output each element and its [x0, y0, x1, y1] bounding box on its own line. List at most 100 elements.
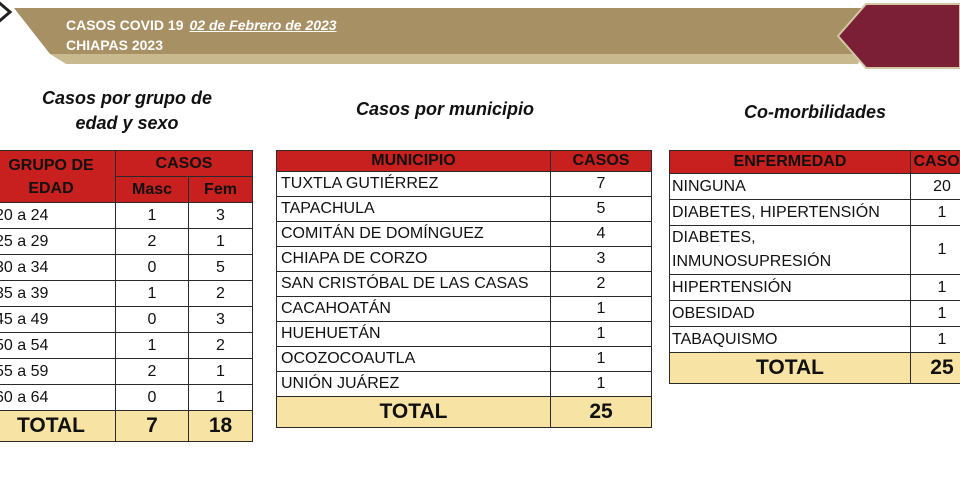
fem-count-cell: 1 — [188, 228, 253, 255]
chevron-right-icon — [0, 1, 13, 23]
masc-count-cell: 1 — [115, 280, 189, 307]
municipio-name-cell: SAN CRISTÓBAL DE LAS CASAS — [276, 271, 551, 297]
col-header-casos: CASOS — [550, 150, 652, 172]
fem-count-cell: 1 — [188, 384, 253, 411]
age-group-cell: 35 a 39 — [0, 280, 116, 307]
table-row: TAPACHULA 5 — [276, 196, 652, 222]
header-title: CASOS COVID 19 — [66, 17, 184, 33]
municipio-name-cell: OCOZOCOAUTLA — [276, 346, 551, 372]
fem-count-cell: 2 — [188, 280, 253, 307]
age-group-cell: 55 a 59 — [0, 358, 116, 385]
table-row: 20 a 24 1 3 — [0, 202, 253, 229]
masc-count-cell: 0 — [115, 384, 189, 411]
age-total-fem: 18 — [188, 410, 253, 442]
table-row: COMITÁN DE DOMÍNGUEZ 4 — [276, 221, 652, 247]
table-row: 35 a 39 1 2 — [0, 280, 253, 307]
col-header-age-line2: EDAD — [28, 179, 74, 197]
municipio-name-cell: UNIÓN JUÁREZ — [276, 371, 551, 397]
masc-count-cell: 0 — [115, 306, 189, 333]
comorbidity-total-label: TOTAL — [669, 352, 911, 384]
col-header-age-line1: GRUPO DE — [8, 156, 94, 174]
masc-count-cell: 2 — [115, 228, 189, 255]
table-row: 30 a 34 0 5 — [0, 254, 253, 281]
table-row: UNIÓN JUÁREZ 1 — [276, 371, 652, 397]
comorbidity-name-cell: OBESIDAD — [669, 300, 911, 327]
fem-count-cell: 1 — [188, 358, 253, 385]
fem-count-cell: 3 — [188, 306, 253, 333]
header-date: 02 de Febrero de 2023 — [189, 17, 337, 33]
municipio-total-label: TOTAL — [276, 396, 551, 428]
age-group-cell: 20 a 24 — [0, 202, 116, 229]
table-row: OCOZOCOAUTLA 1 — [276, 346, 652, 372]
municipio-cases-cell: 1 — [550, 346, 652, 372]
header-band: CASOS COVID 19 02 de Febrero de 2023 CHIA… — [0, 0, 960, 72]
comorbidity-cases-cell: 1 — [909, 225, 960, 275]
comorbidity-name-cell: TABAQUISMO — [669, 326, 911, 353]
table-row: NINGUNA 20 — [669, 173, 960, 200]
municipio-table: MUNICIPIO CASOS TUXTLA GUTIÉRREZ 7 TAPACHU… — [276, 150, 652, 428]
municipio-name-cell: CHIAPA DE CORZO — [276, 246, 551, 272]
comorbidity-name-cell: NINGUNA — [669, 173, 911, 200]
table-row: OBESIDAD 1 — [669, 300, 960, 327]
table-row: 25 a 29 2 1 — [0, 228, 253, 255]
table-row: TABAQUISMO 1 — [669, 326, 960, 353]
municipio-cases-cell: 1 — [550, 371, 652, 397]
col-header-municipio: MUNICIPIO — [276, 150, 551, 172]
municipio-name-cell: CACAHOATÁN — [276, 296, 551, 322]
municipio-name-cell: HUEHUETÁN — [276, 321, 551, 347]
comorbidity-cases-cell: 20 — [909, 173, 960, 200]
comorbidity-total-value: 25 — [909, 352, 960, 384]
municipio-cases-cell: 3 — [550, 246, 652, 272]
comorbidity-section-title: Co-morbilidades — [743, 102, 886, 122]
age-group-cell: 50 a 54 — [0, 332, 116, 359]
municipio-name-cell: TAPACHULA — [276, 196, 551, 222]
age-sex-table: GRUPO DE EDAD CASOS Masc Fem 20 a 24 1 3 25… — [0, 150, 253, 442]
header-graphic — [14, 3, 960, 69]
comorbidity-cases-cell: 1 — [909, 326, 960, 353]
municipio-cases-cell: 4 — [550, 221, 652, 247]
age-section-title: Casos por grupo de edad y sexo — [12, 86, 242, 136]
municipio-cases-cell: 1 — [550, 321, 652, 347]
municipio-name-cell: COMITÁN DE DOMÍNGUEZ — [276, 221, 551, 247]
municipio-section-title: Casos por municipio — [355, 99, 535, 119]
comorbidity-name-cell: DIABETES, HIPERTENSIÓN — [669, 199, 911, 226]
table-row: 50 a 54 1 2 — [0, 332, 253, 359]
municipio-name-cell: TUXTLA GUTIÉRREZ — [276, 171, 551, 197]
age-title-line1: Casos por grupo de — [41, 88, 212, 108]
age-group-cell: 60 a 64 — [0, 384, 116, 411]
masc-count-cell: 1 — [115, 202, 189, 229]
comorbidity-cases-cell: 1 — [909, 300, 960, 327]
col-header-masc: Masc — [115, 176, 189, 203]
table-row: HUEHUETÁN 1 — [276, 321, 652, 347]
municipio-total-value: 25 — [550, 396, 652, 428]
municipio-cases-cell: 5 — [550, 196, 652, 222]
fem-count-cell: 2 — [188, 332, 253, 359]
table-row: SAN CRISTÓBAL DE LAS CASAS 2 — [276, 271, 652, 297]
fem-count-cell: 3 — [188, 202, 253, 229]
table-row: TUXTLA GUTIÉRREZ 7 — [276, 171, 652, 197]
col-header-casos-comorb: CASOS — [909, 150, 960, 174]
table-row: 60 a 64 0 1 — [0, 384, 253, 411]
age-total-masc: 7 — [115, 410, 189, 442]
comorbidity-name-cell: HIPERTENSIÓN — [669, 274, 911, 301]
table-row: 55 a 59 2 1 — [0, 358, 253, 385]
municipio-cases-cell: 7 — [550, 171, 652, 197]
age-group-cell: 45 a 49 — [0, 306, 116, 333]
masc-count-cell: 1 — [115, 332, 189, 359]
age-group-cell: 30 a 34 — [0, 254, 116, 281]
col-header-cases: CASOS — [115, 150, 253, 177]
comorbidity-cases-cell: 1 — [909, 199, 960, 226]
age-total-label: TOTAL — [0, 410, 116, 442]
comorbidity-cases-cell: 1 — [909, 274, 960, 301]
table-row: 45 a 49 0 3 — [0, 306, 253, 333]
fem-count-cell: 5 — [188, 254, 253, 281]
col-header-enfermedad: ENFERMEDAD — [669, 150, 911, 174]
table-row: CACAHOATÁN 1 — [276, 296, 652, 322]
header-region: CHIAPAS 2023 — [66, 37, 164, 53]
header-title-line: CASOS COVID 19 02 de Febrero de 2023 — [66, 17, 337, 33]
masc-count-cell: 0 — [115, 254, 189, 281]
col-header-age-group: GRUPO DE EDAD — [0, 150, 116, 203]
age-group-cell: 25 a 29 — [0, 228, 116, 255]
table-row: CHIAPA DE CORZO 3 — [276, 246, 652, 272]
